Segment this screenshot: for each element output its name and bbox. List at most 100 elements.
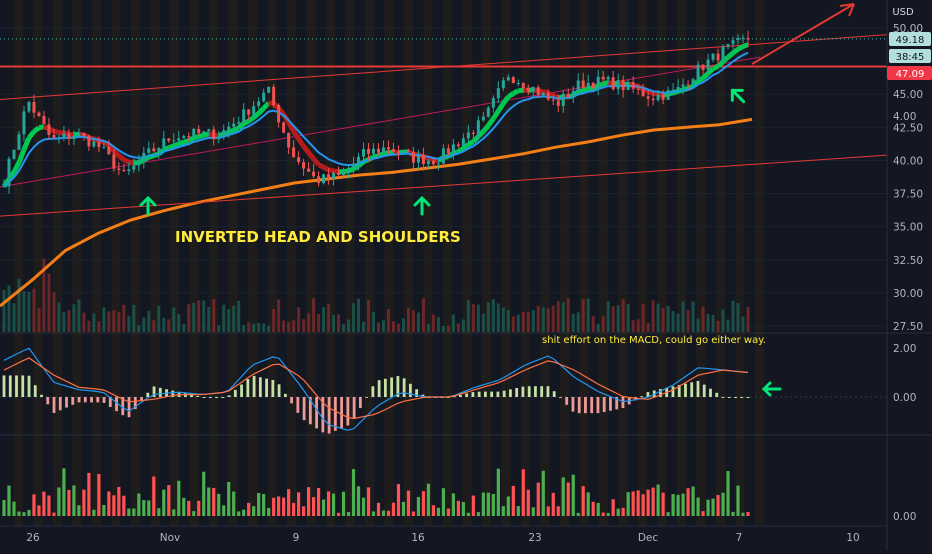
candle-body[interactable] xyxy=(287,133,290,148)
candle-body[interactable] xyxy=(567,94,570,97)
candle-body[interactable] xyxy=(447,148,450,153)
candle-body[interactable] xyxy=(547,93,550,100)
candle-body[interactable] xyxy=(537,87,540,95)
candle-body[interactable] xyxy=(332,173,335,179)
candle-body[interactable] xyxy=(592,83,595,88)
candle-body[interactable] xyxy=(697,65,700,80)
candle-body[interactable] xyxy=(727,44,730,46)
candle-body[interactable] xyxy=(177,138,180,140)
candle-body[interactable] xyxy=(532,87,535,91)
candle-body[interactable] xyxy=(707,60,710,70)
candle-body[interactable] xyxy=(142,153,145,162)
candle-body[interactable] xyxy=(157,148,160,151)
candle-body[interactable] xyxy=(317,176,320,183)
candle-body[interactable] xyxy=(522,83,525,88)
candle-body[interactable] xyxy=(232,124,235,127)
candle-body[interactable] xyxy=(42,116,45,124)
candle-body[interactable] xyxy=(722,47,725,61)
candle-body[interactable] xyxy=(372,149,375,154)
candle-body[interactable] xyxy=(687,85,690,86)
candle-body[interactable] xyxy=(242,109,245,122)
candle-body[interactable] xyxy=(672,90,675,91)
candle-body[interactable] xyxy=(307,169,310,172)
candle-body[interactable] xyxy=(217,137,220,140)
candle-body[interactable] xyxy=(377,149,380,153)
candle-body[interactable] xyxy=(597,77,600,88)
candle-body[interactable] xyxy=(107,147,110,154)
candle-body[interactable] xyxy=(552,99,555,100)
candle-body[interactable] xyxy=(692,79,695,85)
candle-body[interactable] xyxy=(737,38,740,40)
candle-body[interactable] xyxy=(507,77,510,80)
candle-body[interactable] xyxy=(22,111,25,134)
candle-body[interactable] xyxy=(402,151,405,154)
candle-body[interactable] xyxy=(482,117,485,121)
candle-body[interactable] xyxy=(192,129,195,137)
candle-body[interactable] xyxy=(442,148,445,163)
candle-body[interactable] xyxy=(512,77,515,83)
candle-body[interactable] xyxy=(132,165,135,169)
candle-body[interactable] xyxy=(272,87,275,105)
candle-body[interactable] xyxy=(202,131,205,133)
candle-body[interactable] xyxy=(657,95,660,100)
candle-body[interactable] xyxy=(642,89,645,96)
candle-body[interactable] xyxy=(572,91,575,97)
candle-body[interactable] xyxy=(277,105,280,122)
candle-body[interactable] xyxy=(197,129,200,133)
candle-body[interactable] xyxy=(342,171,345,175)
candle-body[interactable] xyxy=(312,172,315,177)
candle-body[interactable] xyxy=(257,101,260,106)
candle-body[interactable] xyxy=(622,80,625,90)
candle-body[interactable] xyxy=(747,38,750,40)
candle-body[interactable] xyxy=(432,161,435,165)
candle-body[interactable] xyxy=(62,134,65,138)
candle-body[interactable] xyxy=(347,168,350,171)
candle-body[interactable] xyxy=(247,109,250,114)
candle-body[interactable] xyxy=(477,120,480,133)
candle-body[interactable] xyxy=(527,88,530,92)
candle-body[interactable] xyxy=(57,137,60,138)
candle-body[interactable] xyxy=(467,133,470,139)
candle-body[interactable] xyxy=(497,88,500,98)
candle-body[interactable] xyxy=(357,157,360,164)
candle-body[interactable] xyxy=(352,164,355,169)
candle-body[interactable] xyxy=(652,99,655,100)
candle-body[interactable] xyxy=(72,136,75,139)
candle-body[interactable] xyxy=(12,150,15,159)
candle-body[interactable] xyxy=(422,155,425,164)
candle-body[interactable] xyxy=(237,122,240,123)
candle-body[interactable] xyxy=(87,136,90,146)
candle-body[interactable] xyxy=(47,124,50,135)
candle-body[interactable] xyxy=(637,89,640,90)
candle-body[interactable] xyxy=(207,129,210,131)
candle-body[interactable] xyxy=(602,77,605,80)
candle-body[interactable] xyxy=(682,85,685,87)
candle-body[interactable] xyxy=(322,174,325,183)
candle-body[interactable] xyxy=(147,148,150,152)
candle-body[interactable] xyxy=(627,82,630,90)
candle-body[interactable] xyxy=(117,169,120,170)
candle-body[interactable] xyxy=(437,163,440,164)
candle-body[interactable] xyxy=(3,186,6,187)
candle-body[interactable] xyxy=(492,98,495,108)
candle-body[interactable] xyxy=(542,93,545,95)
candle-body[interactable] xyxy=(222,130,225,136)
candle-body[interactable] xyxy=(167,138,170,140)
candle-body[interactable] xyxy=(77,133,80,136)
candle-body[interactable] xyxy=(212,129,215,139)
candle-body[interactable] xyxy=(617,80,620,89)
candle-body[interactable] xyxy=(662,95,665,100)
candle-body[interactable] xyxy=(52,135,55,138)
candle-body[interactable] xyxy=(607,77,610,79)
candle-body[interactable] xyxy=(742,38,745,39)
candle-body[interactable] xyxy=(182,136,185,138)
candle-body[interactable] xyxy=(462,138,465,146)
candle-body[interactable] xyxy=(172,141,175,142)
candle-body[interactable] xyxy=(327,174,330,179)
candle-body[interactable] xyxy=(137,162,140,166)
candle-body[interactable] xyxy=(297,157,300,162)
candle-body[interactable] xyxy=(292,147,295,157)
candle-body[interactable] xyxy=(717,54,720,61)
candle-body[interactable] xyxy=(582,80,585,87)
